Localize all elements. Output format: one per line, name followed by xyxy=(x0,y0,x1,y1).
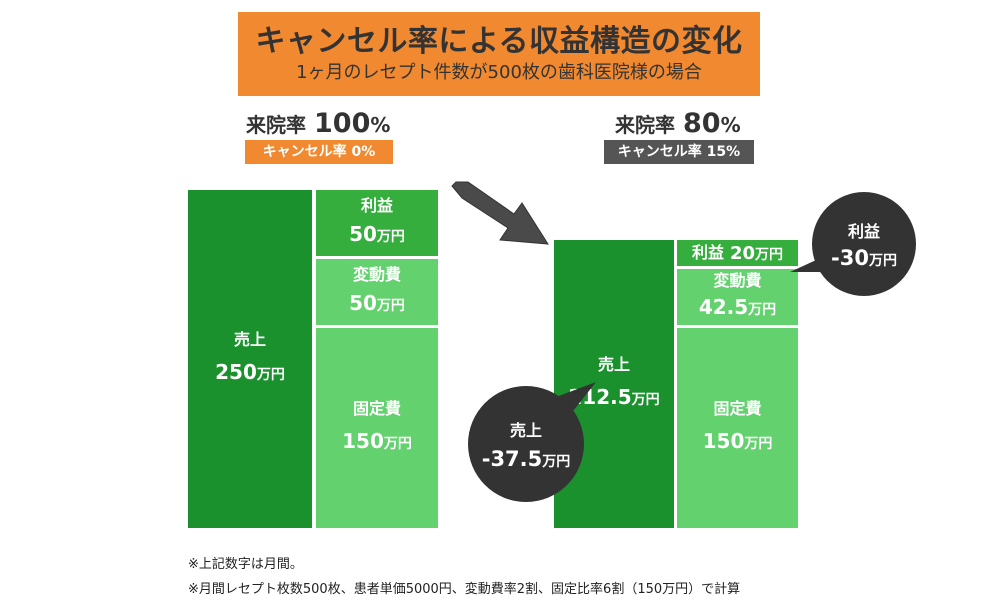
footnotes: ※上記数字は月間。 ※月間レセプト枚数500枚、患者単価5000円、変動費率2割… xyxy=(188,552,740,600)
before-fixed-cost-amount: 150 xyxy=(342,428,384,453)
after-profit-label: 利益 xyxy=(691,243,724,262)
profit-diff-value: -30万円 xyxy=(831,246,897,270)
before-cancel-rate-tag: キャンセル率 0% xyxy=(245,140,393,164)
after-variable-cost-block: 変動費 42.5万円 xyxy=(677,269,798,325)
after-visit-rate-value: 80 xyxy=(683,108,721,139)
after-cancel-rate-tag: キャンセル率 15% xyxy=(604,140,754,164)
sales-diff-bubble: 売上 -37.5万円 xyxy=(468,386,584,502)
after-visit-rate-unit: % xyxy=(720,113,741,137)
before-sales-block: 売上 250万円 xyxy=(188,190,312,528)
page-title: キャンセル率による収益構造の変化 xyxy=(255,24,743,59)
sales-diff-unit: 万円 xyxy=(542,454,571,470)
profit-diff-unit: 万円 xyxy=(868,253,897,269)
footnote-1: ※上記数字は月間。 xyxy=(188,557,303,572)
before-profit-unit: 万円 xyxy=(376,228,405,245)
after-fixed-cost-value: 150万円 xyxy=(703,426,773,459)
sales-diff-label: 売上 xyxy=(509,421,542,440)
after-profit-unit: 万円 xyxy=(755,246,784,263)
after-profit-value: 20万円 xyxy=(730,243,783,264)
before-fixed-cost-block: 固定費 150万円 xyxy=(316,328,438,528)
profit-diff-amount: -30 xyxy=(831,246,869,270)
before-fixed-cost-unit: 万円 xyxy=(383,435,412,452)
after-fixed-cost-block: 固定費 150万円 xyxy=(677,328,798,528)
after-sales-unit: 万円 xyxy=(631,391,660,408)
after-visit-rate: 来院率 80% xyxy=(615,108,741,139)
before-variable-cost-amount: 50 xyxy=(349,290,377,315)
footnote-2: ※月間レセプト枚数500枚、患者単価5000円、変動費率2割、固定比率6割（15… xyxy=(188,582,741,597)
page-subtitle: 1ヶ月のレセプト件数が500枚の歯科医院様の場合 xyxy=(296,62,702,83)
before-variable-cost-unit: 万円 xyxy=(376,297,405,314)
before-sales-value: 250万円 xyxy=(215,357,285,390)
after-fixed-cost-amount: 150 xyxy=(702,428,745,453)
sales-diff-amount: -37.5 xyxy=(481,447,543,471)
before-fixed-cost-value: 150万円 xyxy=(342,426,412,459)
before-variable-cost-block: 変動費 50万円 xyxy=(316,259,438,325)
transition-arrow-icon xyxy=(451,181,549,245)
sales-diff-value: -37.5万円 xyxy=(482,447,571,471)
after-profit-amount: 20 xyxy=(729,242,756,264)
before-fixed-cost-label: 固定費 xyxy=(352,398,401,418)
before-variable-cost-label: 変動費 xyxy=(352,264,401,284)
before-variable-cost-value: 50万円 xyxy=(349,288,405,321)
before-profit-label: 利益 xyxy=(360,195,393,215)
before-sales-unit: 万円 xyxy=(256,366,285,383)
after-profit-block: 利益 20万円 xyxy=(677,240,798,266)
after-variable-cost-unit: 万円 xyxy=(748,301,777,318)
after-fixed-cost-unit: 万円 xyxy=(744,435,773,452)
after-variable-cost-amount: 42.5 xyxy=(698,294,749,319)
after-variable-cost-value: 42.5万円 xyxy=(699,292,776,325)
before-visit-rate: 来院率 100% xyxy=(246,108,390,139)
title-banner: キャンセル率による収益構造の変化 1ヶ月のレセプト件数が500枚の歯科医院様の場… xyxy=(238,12,760,96)
profit-diff-bubble: 利益 -30万円 xyxy=(812,192,916,296)
before-visit-rate-value: 100 xyxy=(314,108,371,139)
after-sales-label: 売上 xyxy=(597,354,630,374)
after-visit-rate-label: 来院率 xyxy=(615,113,675,137)
before-profit-amount: 50 xyxy=(349,221,377,246)
before-sales-amount: 250 xyxy=(215,359,257,384)
before-profit-value: 50万円 xyxy=(349,219,405,252)
after-variable-cost-label: 変動費 xyxy=(713,270,762,290)
before-profit-block: 利益 50万円 xyxy=(316,190,438,256)
profit-diff-label: 利益 xyxy=(847,222,880,241)
before-visit-rate-label: 来院率 xyxy=(246,113,306,137)
before-visit-rate-unit: % xyxy=(370,113,391,137)
before-sales-label: 売上 xyxy=(233,329,266,349)
after-fixed-cost-label: 固定費 xyxy=(713,398,762,418)
